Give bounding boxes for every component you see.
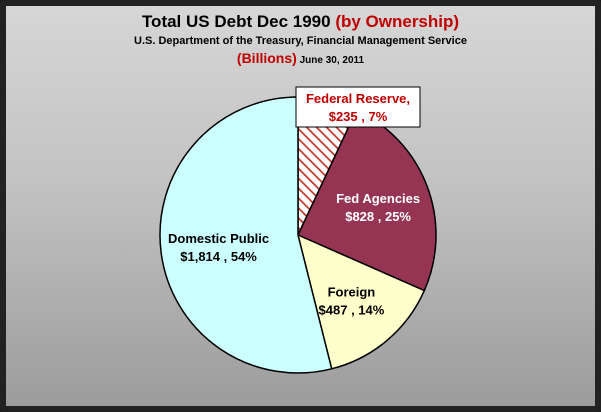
chart-subtitle: U.S. Department of the Treasury, Financi…	[134, 35, 467, 47]
units-label: (Billions)	[236, 50, 297, 66]
title-text: Total US Debt Dec 1990	[141, 12, 331, 31]
federal-reserve-label-box	[295, 86, 421, 128]
label-foreign-name: Foreign	[328, 284, 376, 299]
slice-domestic-public	[159, 96, 333, 374]
chart-title: Total US Debt Dec 1990 (by Ownership)	[0, 12, 601, 32]
label-fed-agencies-value: $828 , 25%	[345, 209, 411, 224]
slice-foreign	[296, 233, 426, 370]
label-domestic-public-value: $1,814 , 54%	[180, 249, 257, 264]
label-domestic-public-name: Domestic Public	[168, 231, 269, 246]
date-label: June 30, 2011	[299, 55, 365, 66]
label-federal-reserve-value: $235 , 7%	[329, 109, 388, 124]
label-fed-agencies-name: Fed Agencies	[336, 191, 420, 206]
title-accent: (by Ownership)	[335, 12, 460, 31]
label-foreign-value: $487 , 14%	[319, 302, 385, 317]
label-federal-reserve-name: Federal Reserve,	[306, 91, 410, 106]
units-line: (Billions) June 30, 2011	[0, 50, 601, 66]
